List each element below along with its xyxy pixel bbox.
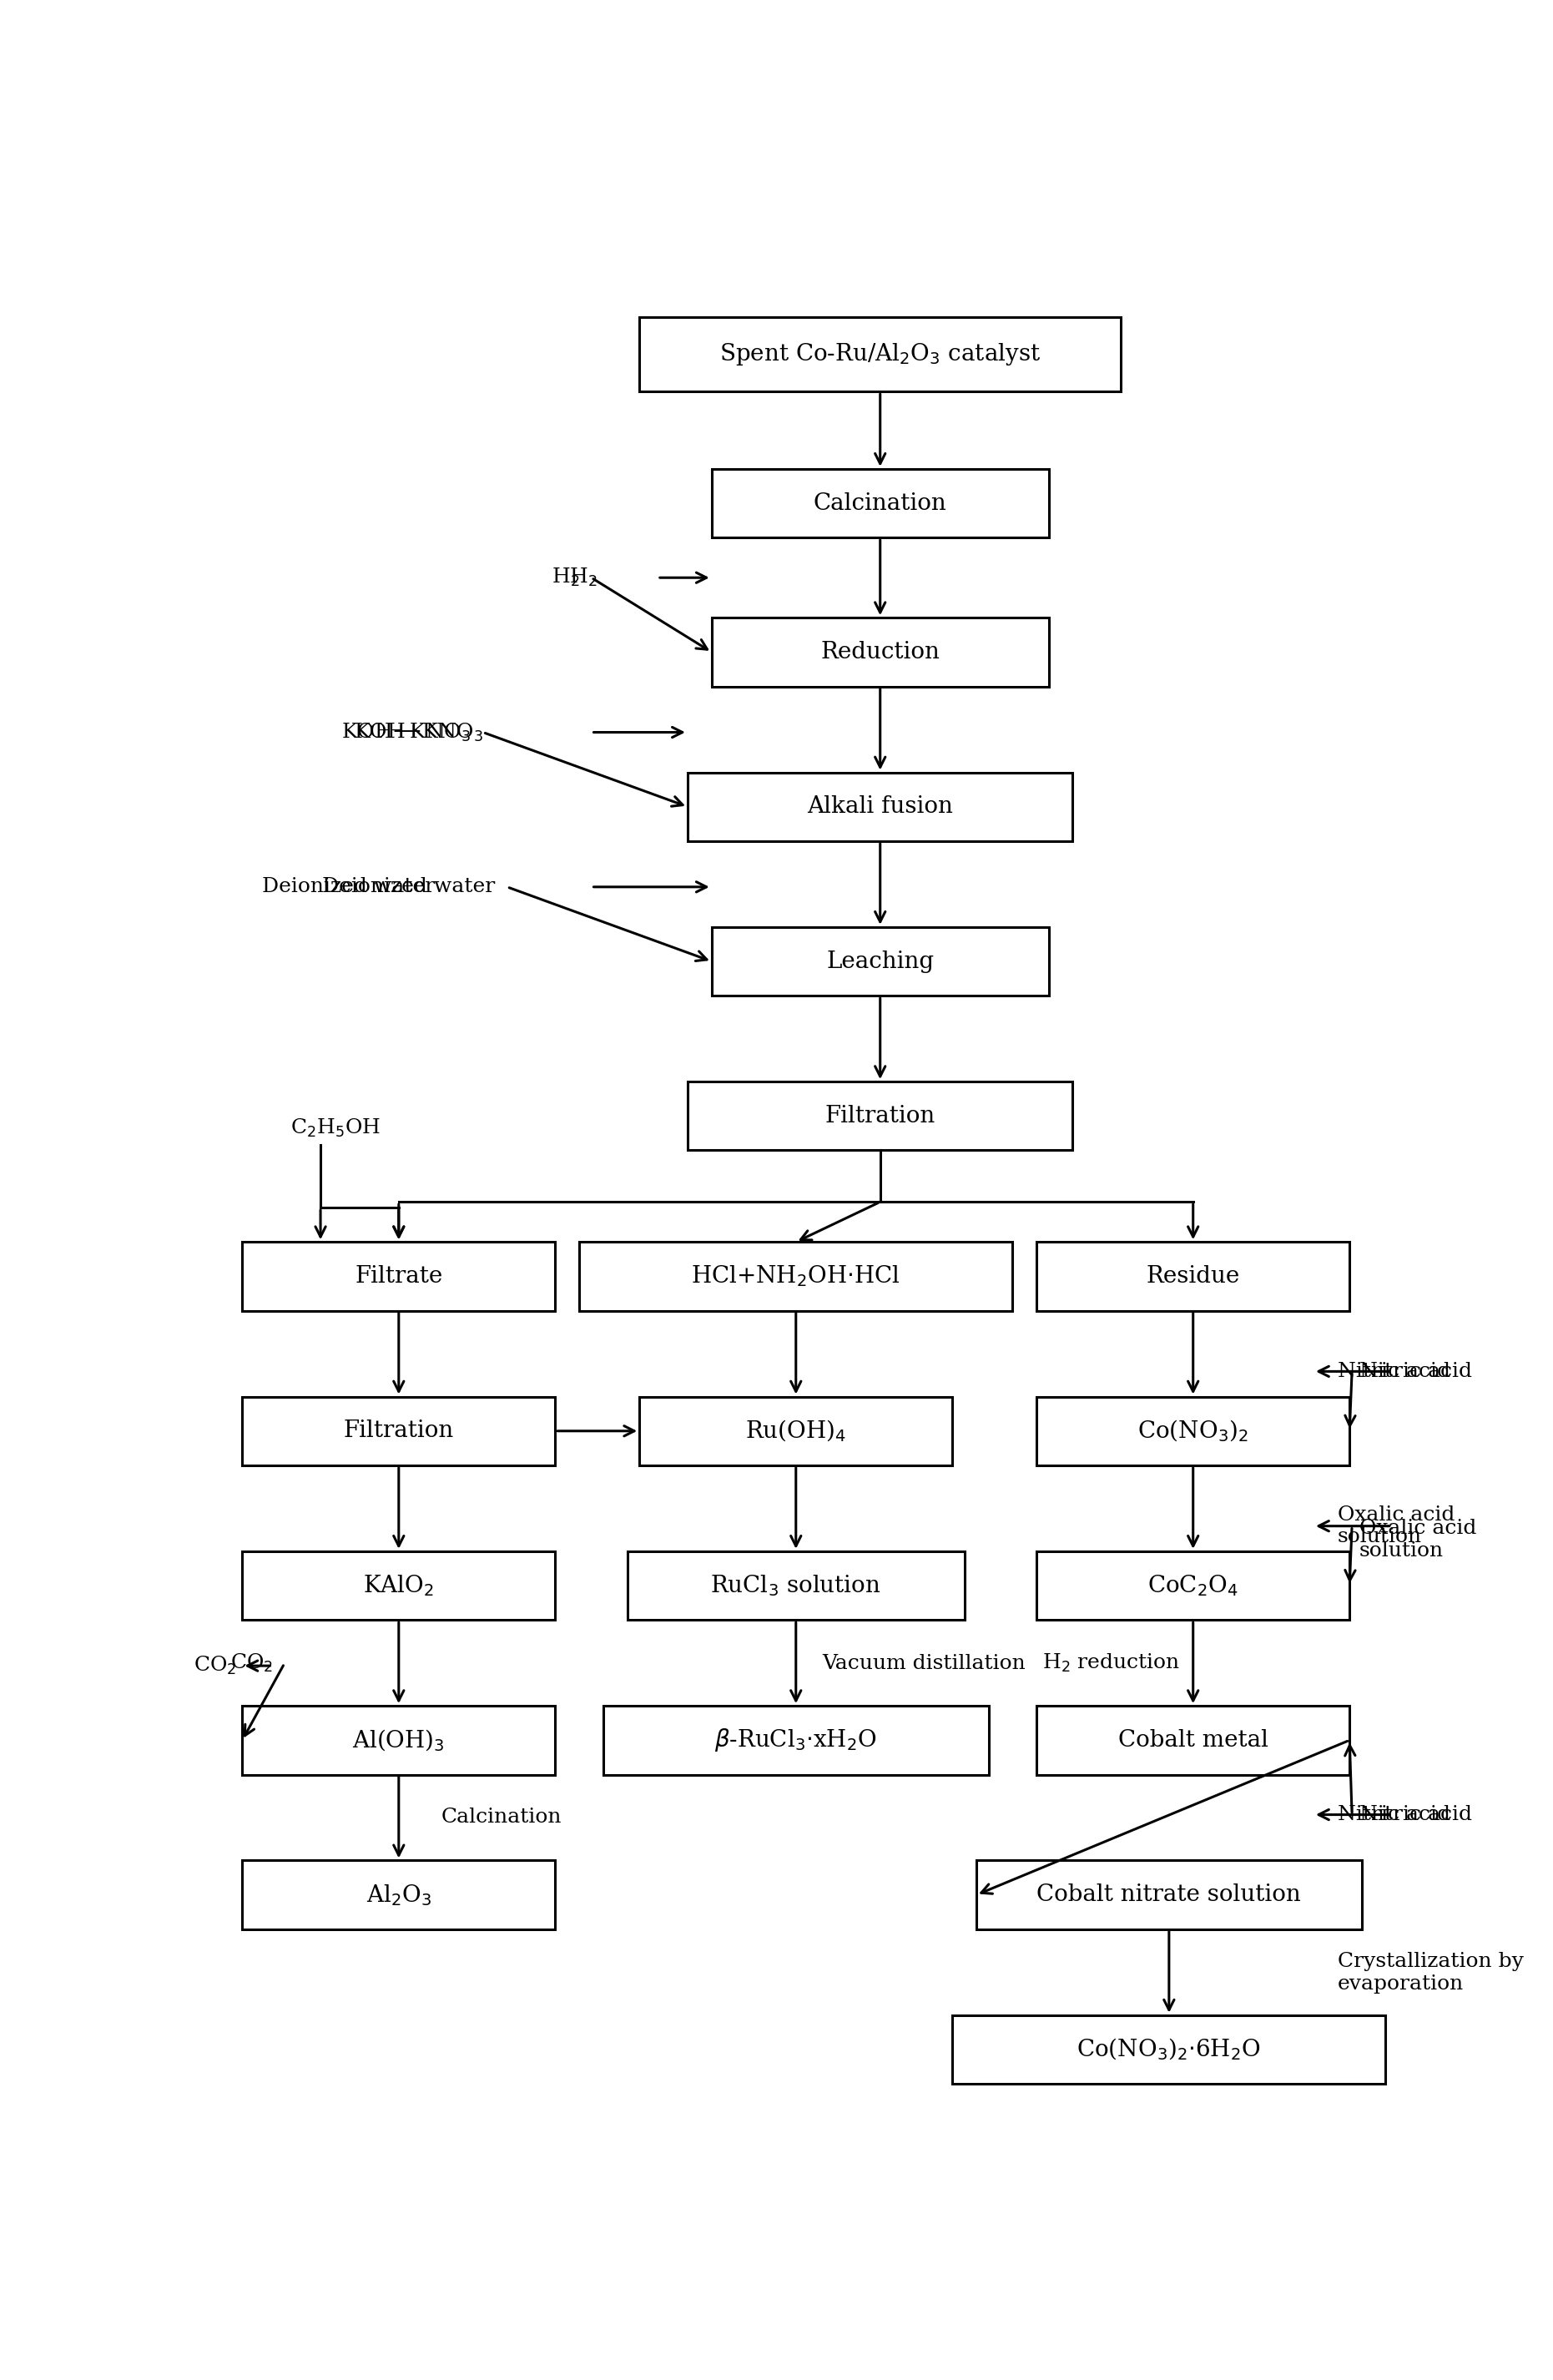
Bar (640, 317, 1121, 393)
Text: CoC$_2$O$_4$: CoC$_2$O$_4$ (1148, 1573, 1239, 1597)
Bar (711, 926, 1048, 995)
Text: Calcination: Calcination (814, 493, 947, 514)
Bar (1037, 1552, 1350, 1621)
Bar (1037, 1242, 1350, 1311)
Text: CO$_2$: CO$_2$ (230, 1652, 273, 1676)
Text: Al$_2$O$_3$: Al$_2$O$_3$ (367, 1883, 432, 1906)
Bar (711, 469, 1048, 538)
Text: Reduction: Reduction (820, 640, 940, 664)
Bar (242, 1242, 556, 1311)
Text: KOH+KNO$_3$: KOH+KNO$_3$ (354, 721, 483, 743)
Text: Filtration: Filtration (825, 1104, 935, 1128)
Bar (242, 1861, 556, 1930)
Text: CO$_2$: CO$_2$ (194, 1654, 236, 1676)
Bar (242, 1552, 556, 1621)
Bar (711, 619, 1048, 685)
Bar (242, 1397, 556, 1466)
Text: Deionized water: Deionized water (321, 878, 495, 897)
Text: Oxalic acid
solution: Oxalic acid solution (1337, 1504, 1455, 1547)
Bar (242, 1706, 556, 1775)
Text: Co(NO$_3$)$_2$: Co(NO$_3$)$_2$ (1138, 1418, 1249, 1445)
Text: C$_2$H$_5$OH: C$_2$H$_5$OH (290, 1116, 380, 1140)
Text: H$_2$: H$_2$ (551, 566, 579, 588)
Text: Leaching: Leaching (826, 950, 933, 973)
Bar (579, 1242, 1013, 1311)
Text: $\beta$-RuCl$_3$$\cdot$xH$_2$O: $\beta$-RuCl$_3$$\cdot$xH$_2$O (714, 1728, 877, 1754)
Bar (604, 1706, 989, 1775)
Text: Cobalt metal: Cobalt metal (1118, 1728, 1269, 1752)
Text: Vacuum distillation: Vacuum distillation (823, 1654, 1027, 1673)
Text: Nitric acid: Nitric acid (1337, 1361, 1451, 1380)
Text: Al(OH)$_3$: Al(OH)$_3$ (353, 1728, 446, 1754)
Bar (1037, 1706, 1350, 1775)
Text: Filtration: Filtration (343, 1421, 453, 1442)
Text: Nitric acid: Nitric acid (1359, 1361, 1472, 1380)
Text: Nitric acid: Nitric acid (1337, 1804, 1451, 1825)
Text: H$_2$ reduction: H$_2$ reduction (1042, 1652, 1180, 1676)
Text: Crystallization by
evaporation: Crystallization by evaporation (1337, 1952, 1523, 1994)
Text: Residue: Residue (1146, 1266, 1239, 1288)
Text: H$_2$: H$_2$ (570, 566, 598, 588)
Text: KOH+KNO$_3$: KOH+KNO$_3$ (342, 721, 471, 743)
Text: Ru(OH)$_4$: Ru(OH)$_4$ (745, 1418, 846, 1445)
Text: Alkali fusion: Alkali fusion (808, 795, 954, 819)
Bar (640, 1397, 952, 1466)
Bar (977, 1861, 1362, 1930)
Text: KAlO$_2$: KAlO$_2$ (363, 1573, 435, 1597)
Bar (952, 2016, 1385, 2085)
Text: Oxalic acid
solution: Oxalic acid solution (1359, 1518, 1477, 1561)
Text: Co(NO$_3$)$_2$$\cdot$6H$_2$O: Co(NO$_3$)$_2$$\cdot$6H$_2$O (1076, 2037, 1261, 2061)
Text: Deionized water: Deionized water (262, 878, 435, 897)
Bar (688, 1081, 1073, 1150)
Text: HCl+NH$_2$OH$\cdot$HCl: HCl+NH$_2$OH$\cdot$HCl (691, 1264, 901, 1290)
Text: Spent Co-Ru/Al$_2$O$_3$ catalyst: Spent Co-Ru/Al$_2$O$_3$ catalyst (719, 340, 1041, 367)
Text: Calcination: Calcination (441, 1806, 562, 1825)
Bar (1037, 1397, 1350, 1466)
Text: Cobalt nitrate solution: Cobalt nitrate solution (1037, 1883, 1301, 1906)
Bar (688, 773, 1073, 840)
Text: RuCl$_3$ solution: RuCl$_3$ solution (711, 1573, 881, 1597)
Bar (627, 1552, 964, 1621)
Text: Filtrate: Filtrate (354, 1266, 443, 1288)
Text: Nitric acid: Nitric acid (1359, 1804, 1472, 1825)
